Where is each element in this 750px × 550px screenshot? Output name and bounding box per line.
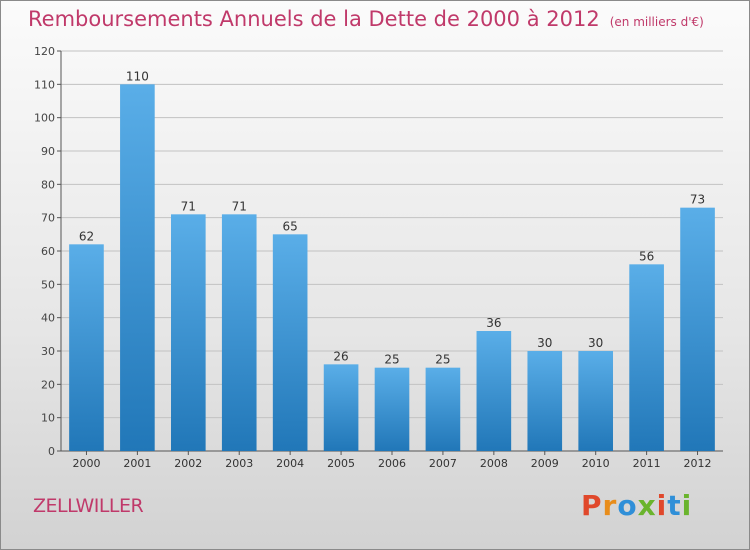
logo-letter: x [637,489,657,522]
data-label: 71 [181,199,196,213]
data-label: 30 [537,336,552,350]
data-label: 26 [333,349,348,363]
y-tick-label: 30 [41,345,55,358]
x-tick-label: 2007 [429,457,457,470]
y-tick-label: 50 [41,278,55,291]
y-tick-label: 60 [41,245,55,258]
logo-letter: i [681,489,693,522]
axes: 0 10 20 30 40 50 60 70 80 90 100 110 120 2000 2001 2002… [34,45,723,470]
bar [170,214,206,451]
y-tick-label: 110 [34,78,55,91]
y-tick-label: 20 [41,378,55,391]
y-tick-label: 40 [41,312,55,325]
bars: 62 110 71 71 65 26 25 25 36 30 30 56 73 [69,69,715,451]
bar [120,84,155,451]
y-tick-label: 90 [41,145,55,158]
bar [323,364,359,451]
y-tick-label: 80 [41,178,55,191]
data-label: 25 [384,353,399,367]
logo-letter: t [667,489,682,522]
y-tick-label: 70 [41,212,55,225]
y-tick-label: 100 [34,112,55,125]
bar [680,207,715,451]
x-tick-label: 2001 [123,457,151,470]
logo-letter: i [656,489,668,522]
x-tick-label: 2011 [633,457,661,470]
y-tick-label: 10 [41,412,55,425]
x-tick-label: 2012 [684,457,712,470]
data-label: 71 [232,199,247,213]
bar [272,234,308,451]
data-label: 25 [435,353,450,367]
logo-letter: r [602,489,618,522]
data-label: 36 [486,316,501,330]
bar [578,351,614,451]
bar [374,367,410,451]
x-tick-label: 2009 [531,457,559,470]
x-tick-label: 2010 [582,457,610,470]
x-tick-label: 2006 [378,457,406,470]
data-label: 110 [126,69,149,83]
data-label: 73 [690,193,705,207]
logo-letter: o [617,489,638,522]
bar [221,214,257,451]
town-name: ZELLWILLER [33,495,144,517]
data-label: 56 [639,249,654,263]
x-tick-label: 2004 [276,457,304,470]
bar [629,264,664,451]
data-label: 30 [588,336,603,350]
x-tick-label: 2002 [174,457,202,470]
chart-title-text: Remboursements Annuels de la Dette de 20… [28,7,600,31]
y-tick-label: 0 [48,445,55,458]
y-tick-label: 120 [34,45,55,58]
chart-subtitle: (en milliers d'€) [609,15,704,29]
x-tick-label: 2000 [72,457,100,470]
bar [425,367,461,451]
data-label: 62 [79,229,94,243]
x-tick-label: 2003 [225,457,253,470]
bar [527,351,563,451]
x-tick-label: 2005 [327,457,355,470]
logo-letter: P [581,489,603,522]
chart-title: Remboursements Annuels de la Dette de 20… [28,7,704,31]
data-label: 65 [283,219,298,233]
proxiti-logo: Proxiti [581,489,692,522]
bar [476,331,512,451]
bar [69,244,104,451]
x-tick-label: 2008 [480,457,508,470]
